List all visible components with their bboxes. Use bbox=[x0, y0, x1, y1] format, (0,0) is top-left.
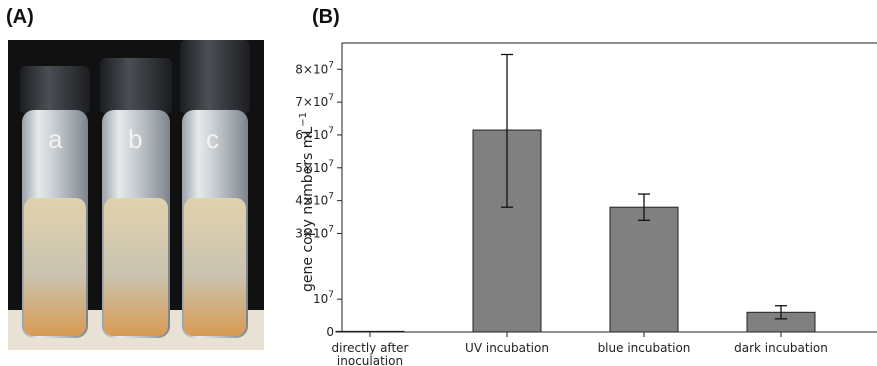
vial-label-a: a bbox=[48, 124, 63, 154]
y-tick-label: 107 bbox=[313, 290, 334, 306]
bar bbox=[335, 330, 405, 333]
vial-c: c bbox=[180, 40, 250, 338]
y-tick-label: 7×107 bbox=[295, 93, 334, 109]
y-tick-label: 4×107 bbox=[295, 192, 334, 208]
y-tick-label: 5×107 bbox=[295, 159, 334, 175]
panel-b-label: (B) bbox=[312, 6, 340, 28]
y-tick-label: 6×107 bbox=[295, 126, 334, 142]
x-tick-label: UV incubation bbox=[465, 341, 549, 355]
y-tick-label: 3×107 bbox=[295, 224, 334, 240]
x-tick-label: dark incubation bbox=[734, 341, 828, 355]
y-axis-ticks: 0 107 3×107 4×107 5×107 6×107 7×107 8×107 bbox=[295, 60, 342, 339]
bar bbox=[609, 206, 679, 333]
x-tick-label: blue incubation bbox=[598, 341, 691, 355]
vials-photo: a b c bbox=[8, 40, 264, 350]
x-tick-label: directly after inoculation bbox=[332, 341, 409, 366]
y-axis-title: gene copy numbers mL−1 bbox=[298, 112, 316, 292]
y-tick-label: 8×107 bbox=[295, 60, 334, 76]
vial-a: a bbox=[20, 66, 90, 338]
bar-chart: 0 107 3×107 4×107 5×107 6×107 7×107 8×107 direc… bbox=[295, 42, 877, 366]
vial-label-c: c bbox=[206, 124, 219, 154]
x-axis-ticks: directly after inoculation UV incubation bl… bbox=[332, 332, 828, 366]
bars bbox=[335, 53, 816, 333]
vial-b: b bbox=[100, 58, 172, 338]
panel-a-label: (A) bbox=[6, 6, 34, 28]
vial-label-b: b bbox=[128, 124, 142, 154]
y-tick-label: 0 bbox=[326, 325, 334, 339]
